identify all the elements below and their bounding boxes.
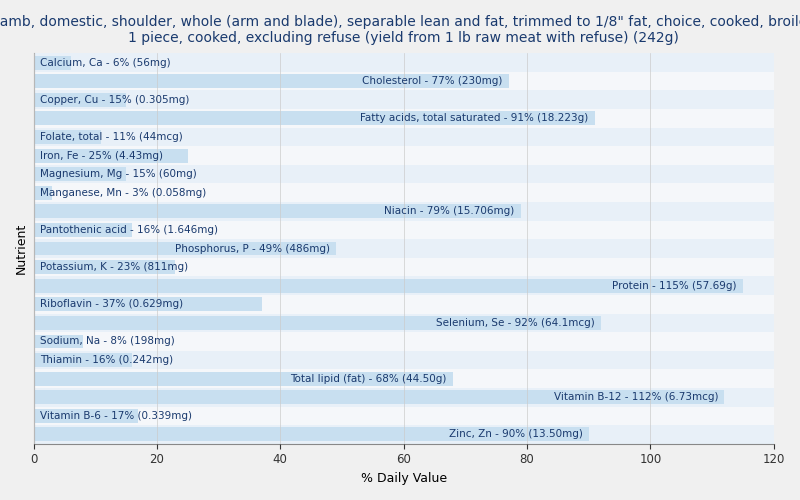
Bar (34, 316, 601, 330)
Text: Potassium, K - 23% (811mg): Potassium, K - 23% (811mg) (40, 262, 188, 272)
Bar (34, 314, 774, 332)
Bar (34, 165, 774, 184)
Bar (34, 298, 262, 312)
Text: Protein - 115% (57.69g): Protein - 115% (57.69g) (612, 280, 737, 290)
Text: Niacin - 79% (15.706mg): Niacin - 79% (15.706mg) (385, 206, 514, 216)
Bar (34, 353, 132, 367)
Bar (34, 295, 774, 314)
Bar (34, 186, 52, 200)
Bar (34, 204, 521, 218)
Bar (34, 148, 188, 162)
Bar (34, 72, 774, 90)
Bar (34, 56, 70, 70)
Bar (34, 258, 774, 276)
Bar (34, 425, 774, 444)
Bar (34, 128, 774, 146)
Text: Pantothenic acid - 16% (1.646mg): Pantothenic acid - 16% (1.646mg) (40, 225, 218, 235)
Bar (34, 130, 102, 144)
Bar (34, 278, 743, 292)
Bar (34, 54, 774, 72)
Text: Sodium, Na - 8% (198mg): Sodium, Na - 8% (198mg) (40, 336, 174, 346)
Bar (34, 428, 589, 442)
Text: Vitamin B-12 - 112% (6.73mcg): Vitamin B-12 - 112% (6.73mcg) (554, 392, 718, 402)
Y-axis label: Nutrient: Nutrient (15, 223, 28, 274)
X-axis label: % Daily Value: % Daily Value (361, 472, 446, 485)
Text: Selenium, Se - 92% (64.1mcg): Selenium, Se - 92% (64.1mcg) (436, 318, 595, 328)
Bar (34, 372, 453, 386)
Text: Zinc, Zn - 90% (13.50mg): Zinc, Zn - 90% (13.50mg) (449, 430, 582, 440)
Bar (34, 276, 774, 295)
Text: Phosphorus, P - 49% (486mg): Phosphorus, P - 49% (486mg) (174, 244, 330, 254)
Text: Riboflavin - 37% (0.629mg): Riboflavin - 37% (0.629mg) (40, 300, 183, 310)
Text: Total lipid (fat) - 68% (44.50g): Total lipid (fat) - 68% (44.50g) (290, 374, 447, 384)
Bar (34, 332, 774, 351)
Text: Cholesterol - 77% (230mg): Cholesterol - 77% (230mg) (362, 76, 502, 86)
Bar (34, 239, 774, 258)
Bar (34, 370, 774, 388)
Bar (34, 146, 774, 165)
Bar (34, 334, 83, 348)
Bar (34, 260, 175, 274)
Text: Calcium, Ca - 6% (56mg): Calcium, Ca - 6% (56mg) (40, 58, 170, 68)
Bar (34, 93, 126, 107)
Bar (34, 390, 725, 404)
Bar (34, 406, 774, 425)
Bar (34, 167, 126, 181)
Text: Iron, Fe - 25% (4.43mg): Iron, Fe - 25% (4.43mg) (40, 150, 162, 160)
Text: Thiamin - 16% (0.242mg): Thiamin - 16% (0.242mg) (40, 355, 173, 365)
Bar (34, 74, 509, 88)
Bar (34, 351, 774, 370)
Bar (34, 112, 595, 126)
Text: Magnesium, Mg - 15% (60mg): Magnesium, Mg - 15% (60mg) (40, 169, 197, 179)
Text: Copper, Cu - 15% (0.305mg): Copper, Cu - 15% (0.305mg) (40, 95, 189, 105)
Title: Lamb, domestic, shoulder, whole (arm and blade), separable lean and fat, trimmed: Lamb, domestic, shoulder, whole (arm and… (0, 15, 800, 45)
Text: Vitamin B-6 - 17% (0.339mg): Vitamin B-6 - 17% (0.339mg) (40, 411, 192, 421)
Bar (34, 220, 774, 239)
Bar (34, 109, 774, 128)
Bar (34, 223, 132, 237)
Bar (34, 388, 774, 406)
Bar (34, 409, 138, 423)
Text: Folate, total - 11% (44mcg): Folate, total - 11% (44mcg) (40, 132, 182, 142)
Text: Fatty acids, total saturated - 91% (18.223g): Fatty acids, total saturated - 91% (18.2… (361, 114, 589, 124)
Text: Manganese, Mn - 3% (0.058mg): Manganese, Mn - 3% (0.058mg) (40, 188, 206, 198)
Bar (34, 90, 774, 109)
Bar (34, 184, 774, 202)
Bar (34, 242, 336, 256)
Bar (34, 202, 774, 220)
